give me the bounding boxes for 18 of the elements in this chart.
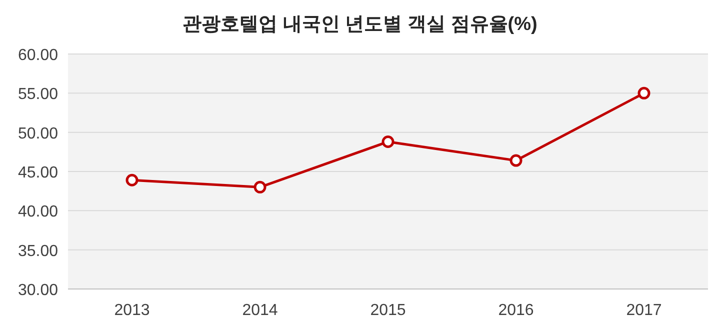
x-tick-label: 2014 [242, 302, 278, 319]
y-tick-label: 30.00 [18, 282, 58, 299]
y-tick-label: 40.00 [18, 204, 58, 221]
x-tick-label: 2017 [626, 302, 662, 319]
y-tick-label: 60.00 [18, 47, 58, 64]
point [510, 154, 522, 167]
y-tick-label: 45.00 [18, 164, 58, 182]
point [254, 180, 266, 194]
y-tick-label: 55.00 [18, 86, 58, 104]
x-tick-label: 2013 [114, 302, 150, 319]
point [382, 135, 394, 148]
x-tick-label: 2015 [370, 302, 406, 319]
chart-title: 관광호텔업 내국인 년도별 객실 점유율(%) [182, 14, 538, 35]
y-tick-label: 35.00 [18, 242, 58, 260]
point [638, 86, 650, 100]
y-tick-label: 50.00 [18, 125, 58, 142]
point [126, 174, 138, 186]
x-tick-label: 2016 [498, 302, 534, 319]
